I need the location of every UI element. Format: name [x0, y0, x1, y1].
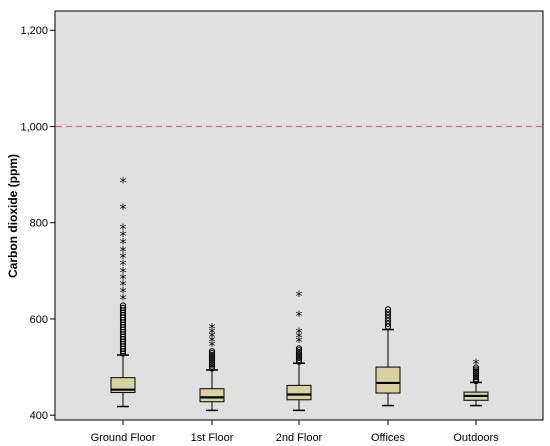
extreme-point: *	[473, 357, 480, 373]
outlier-point	[119, 304, 127, 311]
box-0: *************	[110, 175, 136, 408]
extreme-point: *	[120, 175, 127, 191]
outlier-point	[208, 351, 216, 359]
outlier-point	[472, 368, 480, 375]
x-tick-label-4: Outdoors	[453, 432, 499, 444]
box-3	[375, 306, 401, 407]
iqr-box	[199, 388, 225, 403]
outlier-point	[472, 377, 480, 385]
extreme-point: *	[296, 289, 303, 305]
outlier-point	[472, 366, 480, 373]
outlier-point	[295, 345, 303, 352]
y-tick-label-400: 400	[30, 410, 48, 422]
x-tick-label-1: 1st Floor	[191, 432, 234, 444]
y-tick-label-1000: 1,000	[20, 121, 48, 133]
outlier-point	[208, 348, 216, 355]
outlier-point	[295, 358, 303, 365]
outlier-point	[472, 370, 480, 377]
extreme-point: *	[120, 272, 127, 288]
x-tick-label-3: Offices	[371, 432, 406, 444]
extreme-point: *	[296, 309, 303, 325]
extreme-point: *	[209, 330, 216, 346]
extreme-point: *	[120, 251, 127, 267]
extreme-point: *	[120, 222, 127, 238]
extreme-point: *	[120, 278, 127, 294]
y-tick-label-1200: 1,200	[20, 25, 48, 37]
outlier-point	[384, 320, 392, 327]
x-tick-label-0: Ground Floor	[91, 432, 156, 444]
boxes: ************************	[110, 175, 489, 412]
outlier-point	[384, 312, 392, 319]
extreme-point: *	[120, 258, 127, 274]
extreme-point: *	[209, 339, 216, 355]
outlier-point	[472, 374, 480, 381]
outlier-point	[208, 350, 216, 357]
y-tick-label-600: 600	[30, 314, 48, 326]
iqr-box	[375, 366, 401, 394]
y-tick-label-800: 800	[30, 218, 48, 230]
outlier-point	[208, 353, 216, 361]
y-axis: 400 600 800 1,000 1,200	[20, 25, 55, 422]
extreme-point: *	[120, 265, 127, 281]
outlier-point	[295, 350, 303, 358]
box-2: *****	[286, 289, 312, 412]
outlier-point	[472, 364, 480, 371]
extreme-point: *	[120, 293, 127, 309]
extreme-point: *	[209, 326, 216, 342]
y-axis-title: Carbon dioxide (ppm)	[6, 154, 20, 278]
outlier-point	[472, 372, 480, 379]
outlier-point	[472, 376, 480, 383]
extreme-point: *	[120, 245, 127, 261]
extreme-point: *	[120, 236, 127, 252]
extreme-point: *	[120, 229, 127, 245]
extreme-point: *	[120, 285, 127, 301]
outlier-point	[208, 363, 216, 370]
outlier-point	[384, 317, 392, 324]
extreme-point: *	[120, 202, 127, 218]
outlier-point	[208, 361, 216, 368]
outlier-point	[208, 365, 216, 372]
outlier-point	[384, 309, 392, 316]
extreme-point: *	[296, 335, 303, 351]
outlier-point	[384, 314, 392, 322]
extreme-point: *	[209, 322, 216, 338]
outlier-point	[208, 359, 216, 366]
x-axis: Ground Floor 1st Floor 2nd Floor Offices Out…	[91, 420, 499, 444]
outlier-point	[208, 357, 216, 364]
extreme-point: *	[296, 331, 303, 347]
outlier-point	[295, 356, 303, 363]
outlier-point	[295, 354, 303, 362]
outlier-point	[295, 349, 303, 356]
outlier-point	[208, 355, 216, 362]
outlier-point	[384, 306, 392, 313]
outlier-point	[119, 302, 127, 309]
outlier-point	[295, 347, 303, 354]
extreme-point: *	[209, 335, 216, 351]
box-1: *****	[199, 322, 225, 412]
outlier-point	[295, 352, 303, 360]
extreme-point: *	[296, 326, 303, 342]
outlier-point	[384, 323, 392, 330]
box-4: *	[463, 357, 489, 407]
iqr-box	[286, 384, 312, 401]
x-tick-label-2: 2nd Floor	[276, 432, 323, 444]
